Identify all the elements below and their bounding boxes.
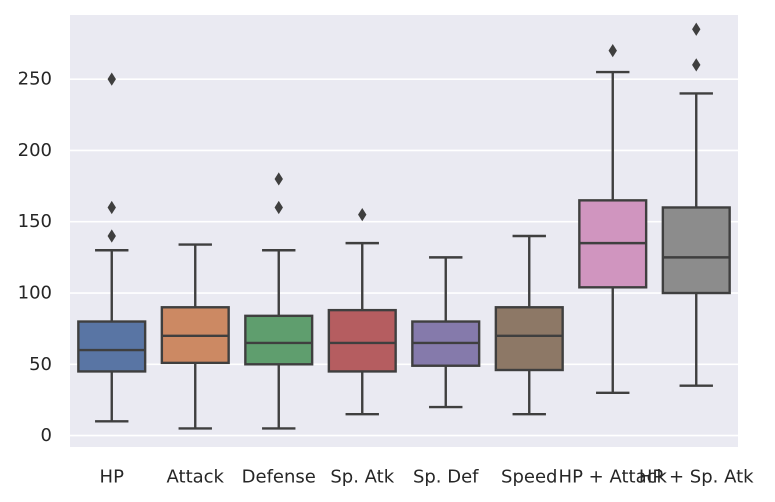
x-tick-label: Sp. Atk: [330, 467, 394, 488]
outlier-point: [107, 229, 116, 243]
box-iqr: [661, 206, 731, 295]
y-tick-label: 100: [18, 283, 52, 304]
y-tick-label: 0: [41, 425, 52, 446]
y-tick-label: 200: [18, 140, 52, 161]
box-attack: [160, 243, 230, 430]
outlier-point: [692, 22, 701, 36]
box-iqr: [244, 314, 314, 366]
y-tick-label: 250: [18, 69, 52, 90]
outlier-point: [274, 172, 283, 186]
outlier-point: [274, 200, 283, 215]
box-iqr: [77, 320, 147, 373]
x-axis-ticks: HP Attack Defense Sp. Atk Sp. Def Speed HP + A…: [100, 467, 755, 488]
outlier-point: [358, 208, 367, 222]
y-tick-label: 150: [18, 211, 52, 232]
box-speed: [494, 234, 564, 416]
box-hp: [77, 72, 147, 423]
x-tick-label: HP + Sp. Atk: [639, 467, 754, 488]
box-hp-sp-atk: [661, 22, 731, 387]
y-tick-label: 50: [29, 354, 52, 375]
y-axis-ticks: 0 50 100 150 200 250: [18, 69, 52, 446]
outlier-point: [107, 200, 116, 215]
x-tick-label: HP: [100, 467, 125, 488]
x-tick-label: Sp. Def: [413, 467, 479, 488]
box-sp-def: [411, 256, 481, 409]
grid-lines: [70, 78, 738, 437]
box-defense: [244, 172, 314, 430]
box-hp-attack: [578, 44, 648, 395]
x-tick-label: Speed: [501, 467, 557, 488]
box-series: [77, 22, 731, 430]
x-tick-label: HP + Attack: [559, 467, 668, 488]
x-tick-label: Defense: [242, 467, 316, 488]
box-iqr: [494, 306, 564, 372]
box-sp-atk: [327, 208, 397, 416]
box-iqr: [327, 308, 397, 373]
outlier-point: [692, 58, 701, 72]
outlier-point: [107, 72, 116, 86]
x-tick-label: Attack: [167, 467, 225, 488]
outlier-point: [608, 44, 617, 58]
